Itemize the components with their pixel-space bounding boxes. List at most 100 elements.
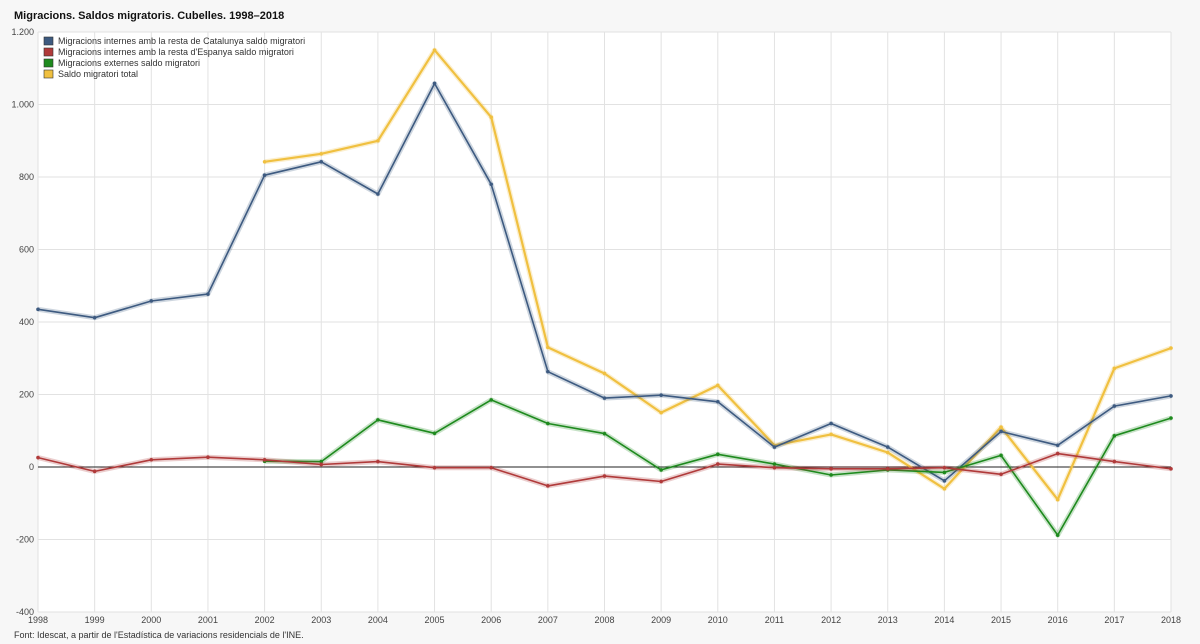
legend-label[interactable]: Migracions internes amb la resta d'Espan… bbox=[58, 47, 294, 57]
data-point[interactable] bbox=[376, 138, 380, 143]
data-point[interactable] bbox=[36, 455, 40, 460]
data-point[interactable] bbox=[319, 459, 324, 464]
data-point[interactable] bbox=[602, 431, 607, 436]
data-point[interactable] bbox=[942, 470, 947, 475]
data-point[interactable] bbox=[1169, 416, 1173, 420]
data-point[interactable] bbox=[376, 418, 380, 422]
data-point[interactable] bbox=[489, 465, 494, 470]
data-point[interactable] bbox=[1169, 467, 1173, 471]
data-point[interactable] bbox=[1055, 443, 1060, 448]
data-point[interactable] bbox=[1169, 394, 1173, 398]
data-point[interactable] bbox=[92, 469, 97, 474]
data-point[interactable] bbox=[376, 459, 380, 464]
data-point[interactable] bbox=[942, 486, 947, 491]
x-tick-label: 2010 bbox=[708, 615, 728, 625]
data-point[interactable] bbox=[829, 467, 833, 471]
data-point[interactable] bbox=[1112, 404, 1117, 408]
x-tick-label: 2005 bbox=[425, 615, 445, 625]
series-0 bbox=[36, 81, 1173, 484]
data-point[interactable] bbox=[602, 371, 607, 376]
data-point[interactable] bbox=[149, 299, 154, 303]
data-point[interactable] bbox=[716, 462, 720, 466]
data-point[interactable] bbox=[546, 369, 550, 374]
y-tick-label: 200 bbox=[19, 390, 34, 400]
series-1 bbox=[36, 451, 1173, 489]
data-point[interactable] bbox=[489, 398, 494, 402]
x-tick-label: 2002 bbox=[255, 615, 275, 625]
data-point[interactable] bbox=[262, 457, 267, 462]
data-point[interactable] bbox=[92, 315, 97, 320]
data-point[interactable] bbox=[206, 292, 210, 296]
data-point[interactable] bbox=[999, 429, 1003, 434]
data-point[interactable] bbox=[1169, 346, 1173, 350]
data-point[interactable] bbox=[602, 474, 607, 478]
data-point[interactable] bbox=[885, 445, 890, 449]
x-tick-label: 2013 bbox=[878, 615, 898, 625]
data-point[interactable] bbox=[1055, 497, 1060, 502]
data-point[interactable] bbox=[999, 425, 1003, 429]
data-point[interactable] bbox=[659, 393, 663, 398]
data-point[interactable] bbox=[546, 484, 550, 488]
data-point[interactable] bbox=[772, 465, 777, 470]
x-tick-label: 2017 bbox=[1104, 615, 1124, 625]
data-point[interactable] bbox=[206, 455, 210, 460]
y-tick-label: 400 bbox=[19, 317, 34, 327]
data-point[interactable] bbox=[659, 410, 663, 415]
data-point[interactable] bbox=[149, 457, 154, 462]
legend-label[interactable]: Migracions externes saldo migratori bbox=[58, 58, 200, 68]
data-point[interactable] bbox=[716, 383, 720, 388]
data-point[interactable] bbox=[942, 465, 947, 470]
data-point[interactable] bbox=[432, 48, 437, 52]
data-point[interactable] bbox=[546, 345, 550, 350]
data-point[interactable] bbox=[319, 152, 324, 156]
chart-title: Migracions. Saldos migratoris. Cubelles.… bbox=[14, 10, 285, 22]
legend: Migracions internes amb la resta de Cata… bbox=[43, 36, 305, 79]
data-point[interactable] bbox=[829, 432, 833, 437]
legend-swatch bbox=[43, 58, 54, 68]
data-point[interactable] bbox=[602, 396, 607, 400]
data-point[interactable] bbox=[885, 467, 890, 471]
data-point[interactable] bbox=[942, 478, 947, 483]
y-tick-label: -400 bbox=[16, 607, 34, 617]
data-point[interactable] bbox=[659, 479, 663, 484]
data-point[interactable] bbox=[432, 81, 437, 86]
data-point[interactable] bbox=[319, 462, 324, 467]
data-point[interactable] bbox=[432, 465, 437, 470]
data-point[interactable] bbox=[489, 182, 494, 187]
data-point[interactable] bbox=[376, 192, 380, 196]
data-point[interactable] bbox=[659, 468, 663, 472]
data-point[interactable] bbox=[1112, 434, 1117, 438]
data-point[interactable] bbox=[716, 452, 720, 457]
y-tick-label: 600 bbox=[19, 245, 34, 255]
data-point[interactable] bbox=[829, 473, 833, 477]
data-point[interactable] bbox=[546, 421, 550, 426]
data-point[interactable] bbox=[716, 399, 720, 404]
data-point[interactable] bbox=[829, 421, 833, 426]
data-point[interactable] bbox=[999, 453, 1003, 458]
data-point[interactable] bbox=[319, 159, 324, 164]
y-axis-ticks: -400 -200 0 200 400 600 800 1.000 1.200 bbox=[11, 27, 34, 617]
data-point[interactable] bbox=[432, 431, 437, 436]
y-tick-label: 1.000 bbox=[11, 100, 34, 110]
data-point[interactable] bbox=[999, 472, 1003, 477]
data-point[interactable] bbox=[772, 445, 777, 449]
legend-label[interactable]: Migracions internes amb la resta de Cata… bbox=[58, 36, 305, 46]
data-point[interactable] bbox=[1055, 533, 1060, 537]
data-point[interactable] bbox=[1055, 451, 1060, 456]
x-tick-label: 2009 bbox=[651, 615, 671, 625]
x-tick-label: 2003 bbox=[311, 615, 331, 625]
x-tick-label: 2006 bbox=[481, 615, 501, 625]
x-tick-label: 2012 bbox=[821, 615, 841, 625]
legend-label[interactable]: Saldo migratori total bbox=[58, 69, 138, 79]
data-point[interactable] bbox=[885, 450, 890, 455]
data-point[interactable] bbox=[1112, 459, 1117, 464]
data-point[interactable] bbox=[489, 115, 494, 119]
data-point[interactable] bbox=[772, 462, 777, 466]
x-tick-label: 2011 bbox=[765, 615, 784, 625]
data-point[interactable] bbox=[262, 173, 267, 177]
data-point[interactable] bbox=[262, 159, 267, 164]
data-point[interactable] bbox=[36, 307, 40, 312]
x-tick-label: 2004 bbox=[368, 615, 388, 625]
data-point[interactable] bbox=[1112, 366, 1117, 371]
